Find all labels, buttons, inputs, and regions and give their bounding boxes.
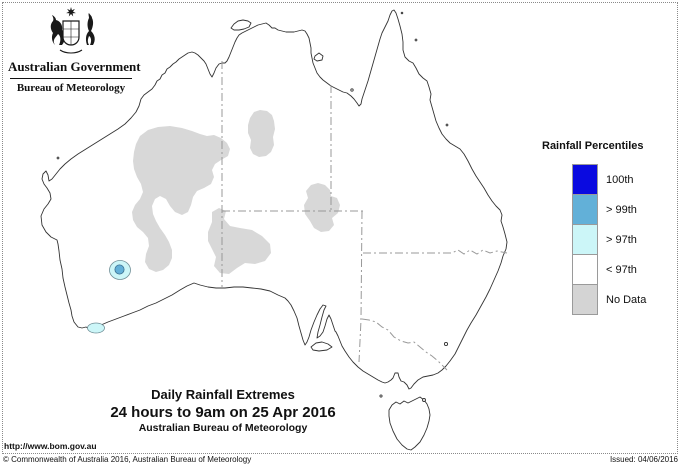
rainfall-extreme-markers bbox=[87, 260, 131, 334]
legend-swatch-no-data bbox=[572, 284, 598, 315]
map-subtitle: 24 hours to 9am on 25 Apr 2016 bbox=[110, 404, 336, 421]
scroll-banner bbox=[59, 49, 83, 54]
shield-quarters bbox=[63, 21, 79, 45]
tasmania bbox=[388, 396, 431, 451]
legend-title: Rainfall Percentiles bbox=[542, 140, 644, 152]
australia-rainfall-map bbox=[40, 9, 508, 451]
no-data-region-wa bbox=[132, 126, 230, 272]
legend-label-gt99th: > 99th bbox=[606, 203, 637, 216]
issued-date: Issued: 04/06/2016 bbox=[609, 455, 678, 464]
commonwealth-star bbox=[66, 7, 76, 17]
legend-label-100th: 100th bbox=[606, 173, 634, 186]
legend-swatch-100th bbox=[572, 164, 598, 195]
copyright-text: © Commonwealth of Australia 2016, Austra… bbox=[3, 455, 252, 464]
australian-coat-of-arms-icon bbox=[50, 7, 95, 54]
map-attribution: Australian Bureau of Meteorology bbox=[138, 422, 308, 434]
kangaroo-island bbox=[310, 341, 333, 352]
state-borders bbox=[221, 61, 508, 371]
coastal-islet-2 bbox=[445, 123, 449, 127]
coastal-islet-6 bbox=[400, 11, 404, 15]
legend-row-lt97th: < 97th bbox=[572, 254, 646, 285]
coastal-islet-3 bbox=[350, 88, 354, 92]
legend-swatch-gt97th bbox=[572, 224, 598, 255]
coastal-islet-5 bbox=[443, 341, 449, 347]
agency-label: Bureau of Meteorology bbox=[16, 82, 126, 94]
bom-logo-block: Australian Government Bureau of Meteorol… bbox=[8, 6, 141, 94]
groote-eylandt bbox=[313, 52, 324, 62]
border-nsw-vic bbox=[361, 318, 448, 371]
bom-url: http://www.bom.gov.au bbox=[4, 441, 97, 451]
legend-label-lt97th: < 97th bbox=[606, 263, 637, 276]
melville-island bbox=[230, 19, 252, 31]
border-qld-nsw bbox=[363, 249, 508, 255]
emu-silhouette bbox=[85, 13, 95, 45]
legend-row-gt99th: > 99th bbox=[572, 194, 646, 225]
king-island bbox=[379, 394, 383, 398]
no-data-regions bbox=[132, 110, 340, 274]
legend-swatch-gt99th bbox=[572, 194, 598, 225]
coastal-islet-1 bbox=[414, 38, 418, 42]
legend-label-gt97th: > 97th bbox=[606, 233, 637, 246]
flinders-island bbox=[422, 398, 426, 402]
marker-south-coast-wa bbox=[87, 322, 105, 334]
legend-swatch-lt97th bbox=[572, 254, 598, 285]
legend-row-gt97th: > 97th bbox=[572, 224, 646, 255]
kangaroo-silhouette bbox=[50, 15, 65, 45]
map-title: Daily Rainfall Extremes bbox=[151, 387, 295, 402]
footer-bar: © Commonwealth of Australia 2016, Austra… bbox=[0, 453, 680, 467]
no-data-region-nt bbox=[248, 110, 275, 157]
marker-inland-wa-inner bbox=[114, 264, 125, 275]
logo-divider bbox=[10, 78, 132, 79]
no-data-region-nt-sa-corner bbox=[304, 183, 340, 232]
legend-label-no-data: No Data bbox=[606, 293, 647, 306]
islands bbox=[56, 11, 449, 451]
legend-row-100th: 100th bbox=[572, 164, 646, 195]
government-label: Australian Government bbox=[8, 59, 141, 74]
border-141e bbox=[358, 210, 363, 363]
coastal-islet-4 bbox=[56, 156, 60, 160]
no-data-region-wa-sa-border bbox=[208, 208, 271, 274]
rainfall-percentiles-legend: 100th > 99th > 97th < 97th No Data bbox=[572, 164, 646, 315]
legend-row-no-data: No Data bbox=[572, 284, 646, 315]
